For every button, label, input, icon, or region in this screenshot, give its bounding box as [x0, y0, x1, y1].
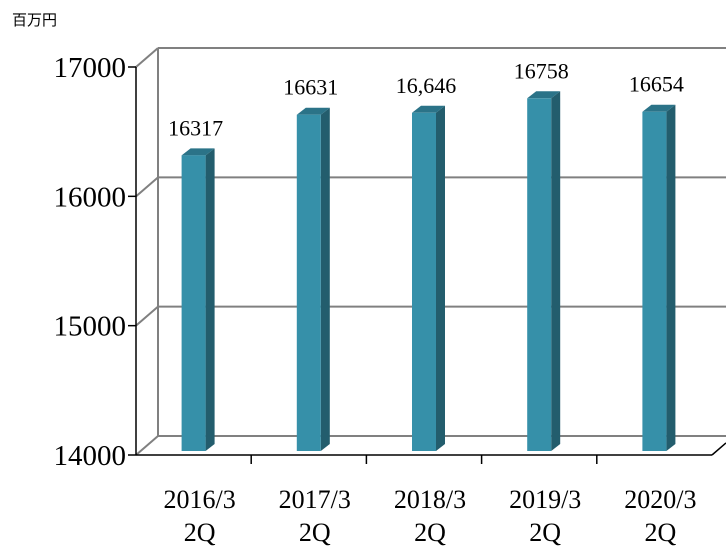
bar-top-0	[181, 148, 215, 156]
y-tick-label-17000: 17000	[54, 52, 127, 84]
x-tick-label-3-line2: 2Q	[529, 518, 561, 547]
bar-top-1	[296, 107, 330, 115]
data-label-3: 16758	[514, 58, 569, 83]
bars	[181, 91, 676, 452]
x-tick-label-2-line2: 2Q	[414, 518, 446, 547]
x-tick-label-4-line2: 2Q	[645, 518, 677, 547]
data-label-1: 16631	[283, 75, 338, 100]
x-tick-label-0-line1: 2016/3	[163, 485, 235, 514]
bar-1	[296, 114, 321, 451]
y-tick-label-15000: 15000	[54, 311, 127, 343]
bar-side-0	[205, 148, 215, 452]
x-axis-depth-line	[711, 442, 726, 456]
bar-2	[412, 112, 436, 451]
bar-side-3	[551, 91, 561, 451]
bar-4	[642, 111, 667, 452]
gridline-depth-14000	[135, 435, 159, 456]
y-tick-label-14000: 14000	[54, 440, 127, 472]
x-tick-label-3-line1: 2019/3	[509, 485, 581, 514]
gridline-depth-15000	[135, 305, 159, 327]
gridline-depth-17000	[135, 47, 159, 68]
x-tick-label-4-line1: 2020/3	[624, 485, 696, 514]
bar-3	[527, 98, 552, 451]
x-tick-label-0-line2: 2Q	[184, 518, 216, 547]
gridline-depth-16000	[135, 176, 159, 198]
bar-side-2	[436, 105, 445, 451]
bar-0	[181, 155, 206, 452]
bar-side-4	[666, 104, 676, 452]
axes	[128, 48, 726, 464]
data-label-2: 16,646	[396, 73, 457, 98]
data-label-4: 16654	[629, 72, 684, 97]
bar-top-3	[527, 91, 561, 99]
x-tick-label-2-line1: 2018/3	[394, 485, 466, 514]
unit-label: 百万円	[12, 11, 57, 29]
x-tick-label-1-line2: 2Q	[299, 518, 331, 547]
x-tick-label-1-line1: 2017/3	[279, 485, 351, 514]
bar-top-2	[412, 105, 445, 113]
bar-top-4	[642, 104, 676, 112]
data-label-0: 16317	[168, 115, 223, 140]
y-tick-label-16000: 16000	[54, 181, 127, 213]
labels: 14000 15000 16000 17000 16317 2016/3 2Q 16631 20…	[54, 52, 697, 547]
bar-side-1	[320, 107, 330, 451]
